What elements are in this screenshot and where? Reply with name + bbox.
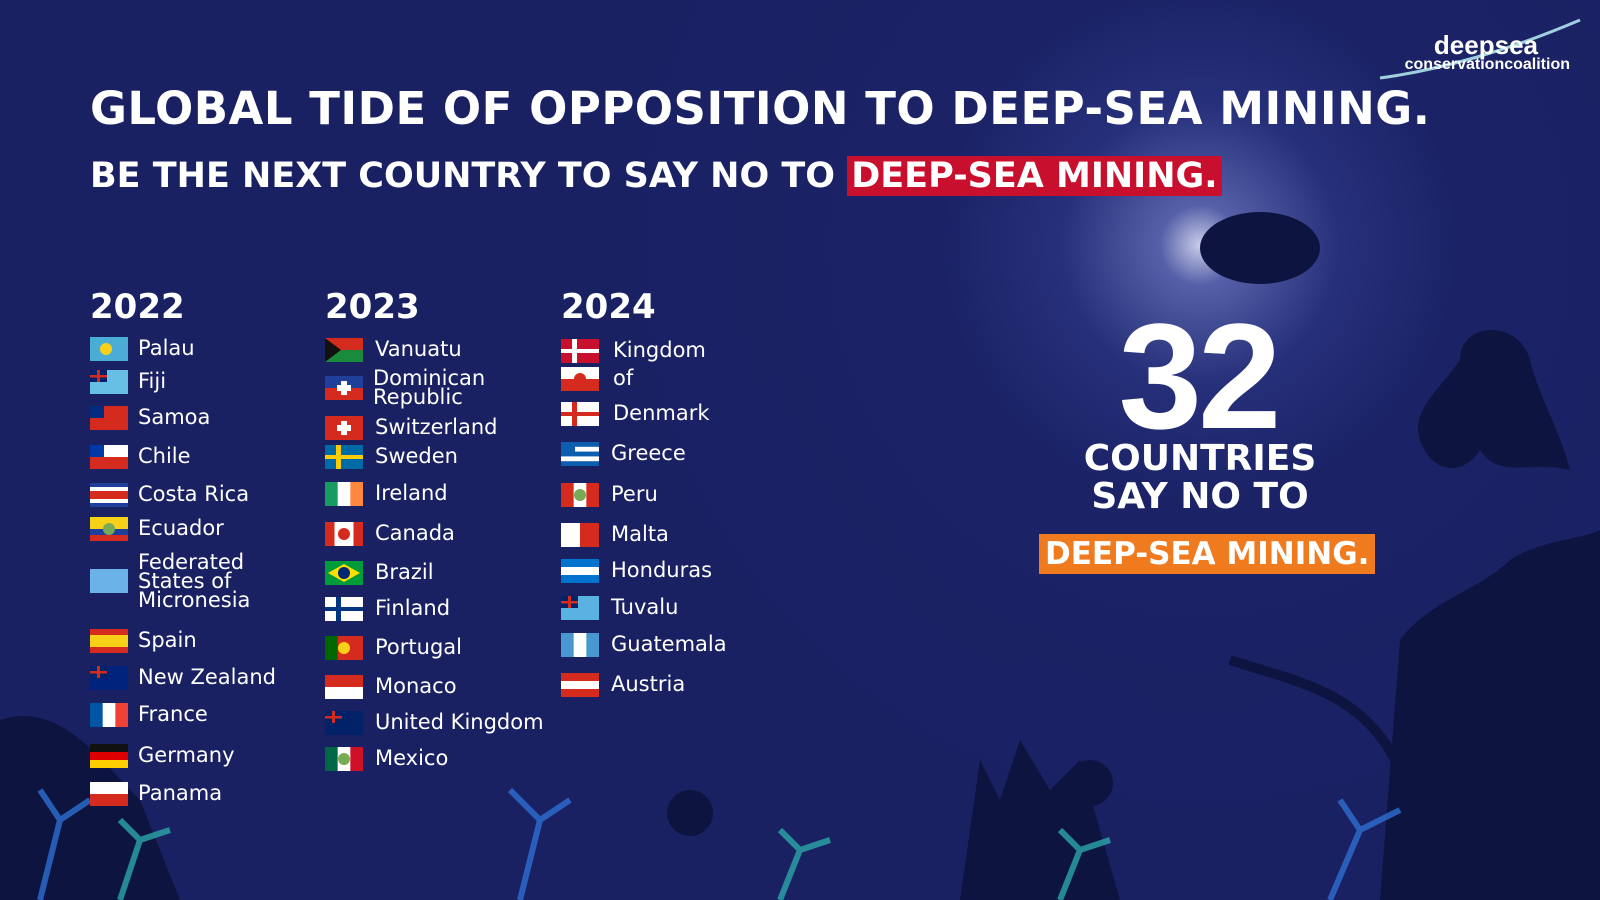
flag: [90, 445, 128, 469]
flag: [561, 633, 599, 657]
country-name: Portugal: [375, 635, 462, 659]
country-name: Panama: [138, 781, 223, 805]
flag: [325, 711, 363, 735]
year: 2023: [325, 287, 420, 327]
country-name: Germany: [138, 743, 235, 767]
country-name: Austria: [611, 672, 686, 696]
flag: [325, 522, 363, 546]
country-name: Mexico: [375, 746, 449, 770]
flag: [561, 442, 599, 466]
subtitle-text: BE THE NEXT COUNTRY TO SAY NO TO: [90, 156, 848, 196]
flag: [90, 406, 128, 430]
country-name: Peru: [611, 482, 658, 506]
flag: [561, 483, 599, 507]
country-name: Federated: [138, 549, 245, 574]
country-name: Fiji: [138, 369, 167, 393]
summary-line: SAY NO TO: [1091, 476, 1309, 517]
country-name: Vanuatu: [375, 337, 462, 361]
flag: [325, 482, 363, 506]
country-name: Finland: [375, 596, 451, 620]
flag: [90, 517, 128, 541]
country-name: Tuvalu: [611, 595, 679, 619]
country-name: Palau: [138, 336, 195, 360]
country-name: States of: [138, 568, 232, 593]
flag: [90, 370, 128, 394]
year: 2022: [90, 287, 185, 327]
flag: [561, 523, 599, 547]
flag: [561, 673, 599, 697]
country-name: Honduras: [611, 558, 713, 582]
subtitle-highlight: DEEP-SEA MINING.: [847, 156, 1222, 196]
country-name: Canada: [375, 521, 455, 545]
flag: [325, 597, 363, 621]
flag: [90, 782, 128, 806]
logo-text: conservationcoalition: [1404, 56, 1570, 73]
country-name: United Kingdom: [375, 710, 544, 734]
flag: [325, 416, 363, 440]
subtitle: BE THE NEXT COUNTRY TO SAY NO TO DEEP-SE…: [90, 156, 1222, 196]
flag: [325, 445, 363, 469]
country-name: Sweden: [375, 444, 458, 468]
country-name: Ireland: [375, 481, 448, 505]
flag: [90, 337, 128, 361]
flag: [325, 561, 363, 585]
flag: [561, 559, 599, 583]
country-name: France: [138, 702, 208, 726]
country-name: Chile: [138, 444, 191, 468]
flag: [90, 629, 128, 653]
country-name: Monaco: [375, 674, 457, 698]
flag: [325, 675, 363, 699]
flag: [90, 666, 128, 690]
flag: [90, 569, 128, 593]
country-name: Dominican: [373, 366, 486, 390]
country-name: Denmark: [613, 401, 710, 425]
summary-line: COUNTRIES: [1083, 438, 1317, 479]
year: 2024: [561, 287, 656, 327]
flag: [325, 338, 363, 362]
country-name: Samoa: [138, 405, 211, 429]
country-name: Kingdom: [613, 338, 706, 362]
country-name: New Zealand: [138, 665, 276, 689]
country-name: Costa Rica: [138, 482, 250, 506]
country-name: Brazil: [375, 560, 434, 584]
country-name: Ecuador: [138, 516, 224, 540]
country-name: Spain: [138, 628, 197, 652]
country-name: Switzerland: [375, 415, 498, 439]
logo-text: deepsea: [1433, 30, 1538, 60]
flag: [561, 367, 599, 391]
country-name: Republic: [373, 385, 463, 409]
logo-wave: [1379, 18, 1581, 80]
country-name: Malta: [611, 522, 669, 546]
flag: [325, 636, 363, 660]
flag: [561, 596, 599, 620]
flag: [561, 402, 599, 426]
flag: [325, 747, 363, 771]
flag: [90, 744, 128, 768]
country-name: Greece: [611, 441, 686, 465]
country-name: of: [613, 366, 634, 390]
summary-highlight: DEEP-SEA MINING.: [1039, 534, 1376, 574]
count: 32: [1118, 292, 1282, 460]
title: GLOBAL TIDE OF OPPOSITION TO DEEP-SEA MI…: [90, 82, 1431, 135]
country-name: Guatemala: [611, 632, 727, 656]
flag: [561, 339, 599, 363]
country-name: Micronesia: [138, 587, 251, 612]
flag: [325, 376, 363, 400]
flag: [90, 483, 128, 507]
flag: [90, 703, 128, 727]
